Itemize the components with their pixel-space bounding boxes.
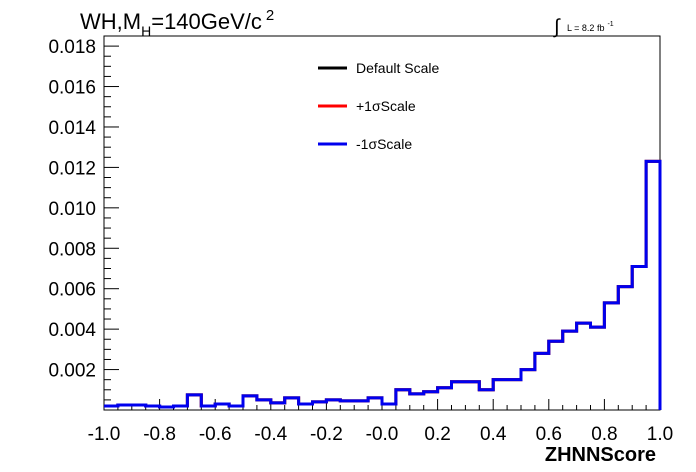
series-line-2 bbox=[104, 159, 662, 410]
y-tick-label: 0.018 bbox=[48, 37, 96, 58]
x-tick-label: -0.4 bbox=[254, 424, 287, 445]
series-line-1 bbox=[104, 159, 662, 410]
legend-label: -1σScale bbox=[356, 136, 412, 152]
x-tick-label: 1.0 bbox=[647, 424, 673, 445]
x-tick-label: 0.4 bbox=[480, 424, 507, 445]
y-tick-label: 0.006 bbox=[48, 280, 96, 301]
plot-frame bbox=[103, 35, 661, 411]
y-tick-label: 0.014 bbox=[48, 118, 96, 139]
x-axis-title: ZHNNScore bbox=[545, 444, 656, 466]
y-tick-label: 0.004 bbox=[48, 320, 96, 341]
legend-label: Default Scale bbox=[356, 60, 439, 76]
y-tick-label: 0.002 bbox=[48, 361, 96, 382]
y-tick-label: 0.010 bbox=[48, 199, 96, 220]
x-tick-label: -0.6 bbox=[199, 424, 232, 445]
y-tick-label: 0.016 bbox=[48, 78, 96, 99]
y-tick-label: 0.008 bbox=[48, 239, 96, 260]
lumi-integral-symbol: ∫ bbox=[553, 16, 561, 38]
chart-title: WH,MH=140GeV/c 2 bbox=[80, 7, 274, 39]
x-tick-label: -0.2 bbox=[310, 424, 343, 445]
x-tick-label: 0.2 bbox=[424, 424, 450, 445]
legend-label: +1σScale bbox=[356, 98, 416, 114]
y-tick-label: 0.012 bbox=[48, 158, 96, 179]
x-tick-label: -1.0 bbox=[88, 424, 121, 445]
x-tick-label: 0.6 bbox=[536, 424, 562, 445]
x-tick-label: -0.8 bbox=[143, 424, 176, 445]
series-line-0 bbox=[104, 159, 662, 410]
lumi-label: L = 8.2 fb -1 bbox=[567, 21, 614, 33]
x-tick-label: -0.0 bbox=[366, 424, 399, 445]
x-tick-label: 0.8 bbox=[591, 424, 617, 445]
